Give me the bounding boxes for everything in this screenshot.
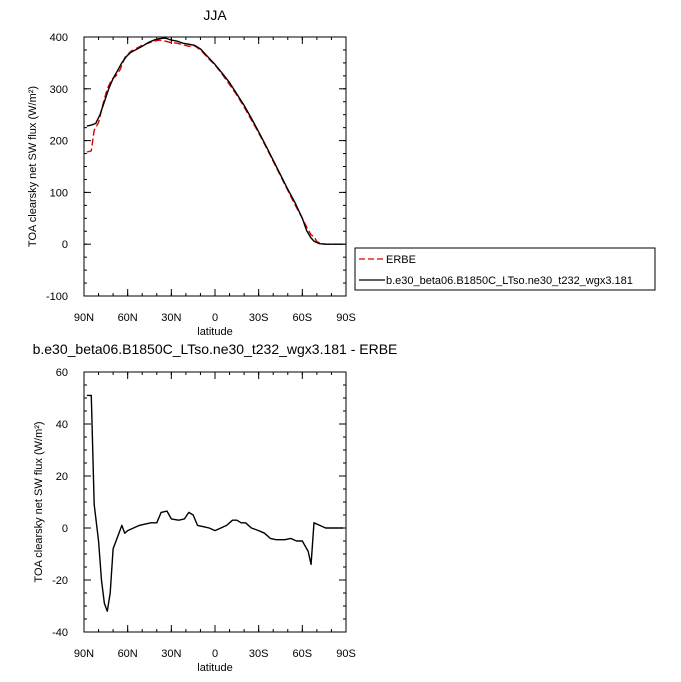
chart-title: b.e30_beta06.B1850C_LTso.ne30_t232_wgx3.… (33, 341, 398, 357)
y-tick-label: 0 (62, 523, 68, 535)
y-tick-label: 200 (50, 136, 68, 148)
y-tick-label: 0 (62, 239, 68, 251)
series-line-0 (86, 39, 344, 245)
x-tick-label: 60N (118, 312, 138, 324)
y-tick-label: 20 (56, 471, 68, 483)
y-tick-label: -40 (52, 627, 68, 639)
series-line-0 (86, 394, 344, 612)
x-tick-label: 90N (74, 648, 94, 660)
y-tick-label: 300 (50, 84, 68, 96)
y-tick-label: -100 (46, 291, 68, 303)
x-tick-label: 90N (74, 312, 94, 324)
plot-frame (83, 36, 347, 297)
y-tick-label: 60 (56, 367, 68, 379)
legend-label-model: b.e30_beta06.B1850C_LTso.ne30_t232_wgx3.… (386, 275, 633, 287)
legend-label-erbe: ERBE (386, 254, 416, 266)
y-tick-marks (84, 36, 346, 297)
x-tick-labels: 90N 60N 30N 0 30S 60S 90S (74, 312, 356, 324)
y-tick-label: 40 (56, 419, 68, 431)
x-tick-label: 90S (336, 312, 356, 324)
x-tick-marks (83, 37, 347, 296)
x-tick-label: 0 (212, 312, 218, 324)
x-tick-labels: 90N 60N 30N 0 30S 60S 90S (74, 648, 356, 660)
x-axis-label: latitude (197, 662, 232, 674)
y-tick-label: -20 (52, 575, 68, 587)
x-axis-label: latitude (197, 326, 232, 338)
x-tick-label: 0 (212, 648, 218, 660)
y-axis-label: TOA clearsky net SW flux (W/m²) (33, 421, 45, 582)
x-tick-label: 30S (249, 312, 269, 324)
series-group (86, 37, 344, 245)
y-tick-labels: -100 0 100 200 300 400 (46, 32, 68, 303)
x-tick-label: 60S (293, 312, 313, 324)
x-tick-label: 30S (249, 648, 269, 660)
series-group (86, 394, 344, 612)
legend-box (354, 247, 656, 291)
plot-frame (83, 371, 347, 633)
panel-bottom-chart: b.e30_beta06.B1850C_LTso.ne30_t232_wgx3.… (33, 341, 398, 674)
x-tick-label: 30N (161, 312, 181, 324)
x-tick-label: 60S (293, 648, 313, 660)
x-tick-marks (83, 372, 347, 632)
x-tick-label: 60N (118, 648, 138, 660)
x-tick-label: 30N (161, 648, 181, 660)
y-tick-marks (84, 371, 346, 633)
y-tick-labels: -40 -20 0 20 40 60 (52, 367, 68, 639)
x-tick-label: 90S (336, 648, 356, 660)
legend: ERBE b.e30_beta06.B1850C_LTso.ne30_t232_… (354, 247, 656, 291)
y-tick-label: 400 (50, 32, 68, 44)
series-line-1 (86, 37, 344, 245)
y-axis-label: TOA clearsky net SW flux (W/m²) (27, 86, 39, 247)
y-tick-label: 100 (50, 187, 68, 199)
chart-title: JJA (203, 7, 227, 23)
